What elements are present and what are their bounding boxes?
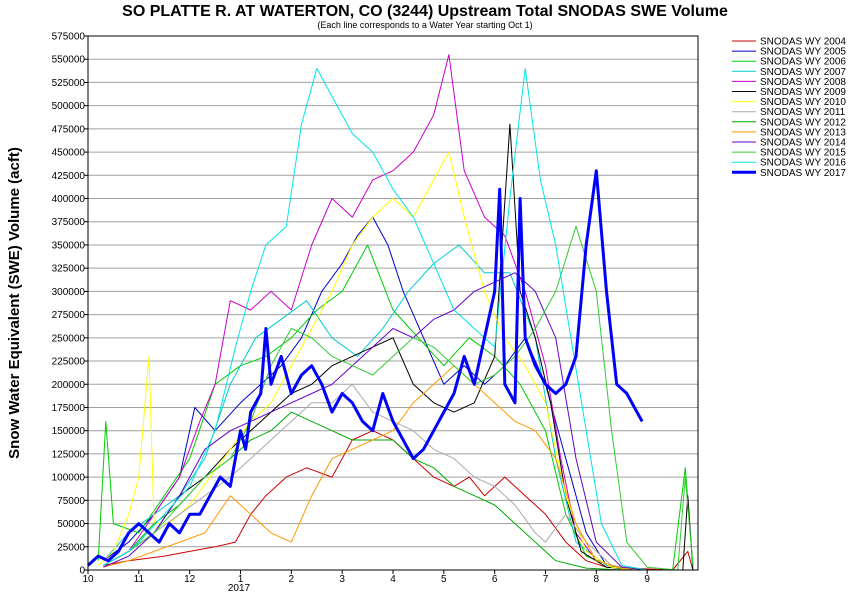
legend-label: SNODAS WY 2007 (760, 67, 846, 78)
y-axis-label: Snow Water Equivalent (SWE) Volume (acft… (6, 147, 23, 459)
y-tick-label: 525000 (52, 78, 86, 89)
legend-label: SNODAS WY 2005 (760, 47, 846, 58)
legend-label: SNODAS WY 2011 (760, 107, 846, 118)
y-tick-label: 50000 (57, 519, 85, 530)
x-tick-label: 1 (238, 574, 244, 585)
x-tick-label: 12 (184, 574, 196, 585)
legend-label: SNODAS WY 2009 (760, 87, 846, 98)
y-tick-label: 500000 (52, 101, 86, 112)
y-tick-label: 325000 (52, 264, 86, 275)
x-tick-label: 4 (390, 574, 396, 585)
series-line-snodas-wy-2014 (103, 272, 648, 571)
series-line-snodas-wy-2015 (103, 225, 694, 571)
x-tick-label: 5 (441, 574, 447, 585)
y-tick-label: 100000 (52, 473, 86, 484)
x-tick-label: 10 (82, 574, 94, 585)
series-line-snodas-wy-2010 (97, 151, 648, 571)
x-tick-label: 7 (543, 574, 549, 585)
legend-label: SNODAS WY 2010 (760, 97, 846, 108)
legend-label: SNODAS WY 2008 (760, 77, 846, 88)
y-tick-label: 400000 (52, 194, 86, 205)
y-tick-label: 75000 (57, 496, 85, 507)
y-tick-label: 425000 (52, 171, 86, 182)
y-tick-label: 200000 (52, 380, 86, 391)
y-tick-label: 475000 (52, 124, 86, 135)
y-tick-label: 550000 (52, 55, 86, 66)
series-line-snodas-wy-2011 (103, 383, 648, 571)
y-tick-label: 0 (79, 566, 85, 577)
y-tick-label: 250000 (52, 333, 86, 344)
y-tick-label: 25000 (57, 542, 85, 553)
y-tick-label: 375000 (52, 217, 86, 228)
y-tick-label: 350000 (52, 240, 86, 251)
y-tick-label: 275000 (52, 310, 86, 321)
legend-label: SNODAS WY 2006 (760, 57, 846, 68)
series-layer (86, 54, 694, 571)
legend-label: SNODAS WY 2015 (760, 148, 846, 159)
series-line-snodas-wy-2016 (103, 68, 648, 571)
x-tick-label: 11 (134, 574, 145, 585)
y-tick-label: 300000 (52, 287, 86, 298)
series-line-snodas-wy-2006 (97, 244, 694, 571)
legend-label: SNODAS WY 2004 (760, 37, 846, 48)
y-tick-label: 150000 (52, 426, 86, 437)
y-tick-label: 125000 (52, 449, 86, 460)
legend-label: SNODAS WY 2014 (760, 138, 846, 149)
legend-label: SNODAS WY 2017 (760, 168, 846, 179)
y-tick-label: 175000 (52, 403, 86, 414)
x-tick-label: 6 (492, 574, 498, 585)
y-tick-label: 575000 (52, 32, 86, 43)
series-line-snodas-wy-2007 (102, 244, 648, 571)
x-tick-label: 3 (339, 574, 345, 585)
series-line-snodas-wy-2017 (86, 169, 644, 567)
y-tick-label: 450000 (52, 148, 86, 159)
series-line-snodas-wy-2013 (103, 365, 627, 571)
chart-title: SO PLATTE R. AT WATERTON, CO (3244) Upst… (122, 3, 728, 20)
legend-label: SNODAS WY 2016 (760, 158, 846, 169)
series-line-snodas-wy-2008 (103, 54, 627, 571)
legend-label: SNODAS WY 2012 (760, 117, 846, 128)
y-axis-ticks: 0 25000 50000 75000 100000 125000 150000 175000… (52, 32, 88, 577)
legend-label: SNODAS WY 2013 (760, 127, 846, 138)
x-tick-label: 9 (644, 574, 650, 585)
x-tick-label: 2 (289, 574, 295, 585)
y-tick-label: 225000 (52, 357, 86, 368)
x-axis-ticks: 10 11 12 1 2 3 4 5 6 7 8 9 (82, 570, 650, 585)
x-tick-label: 8 (594, 574, 600, 585)
chart-subtitle: (Each line corresponds to a Water Year s… (317, 20, 532, 30)
x-axis-year-label: 2017 (228, 583, 251, 594)
